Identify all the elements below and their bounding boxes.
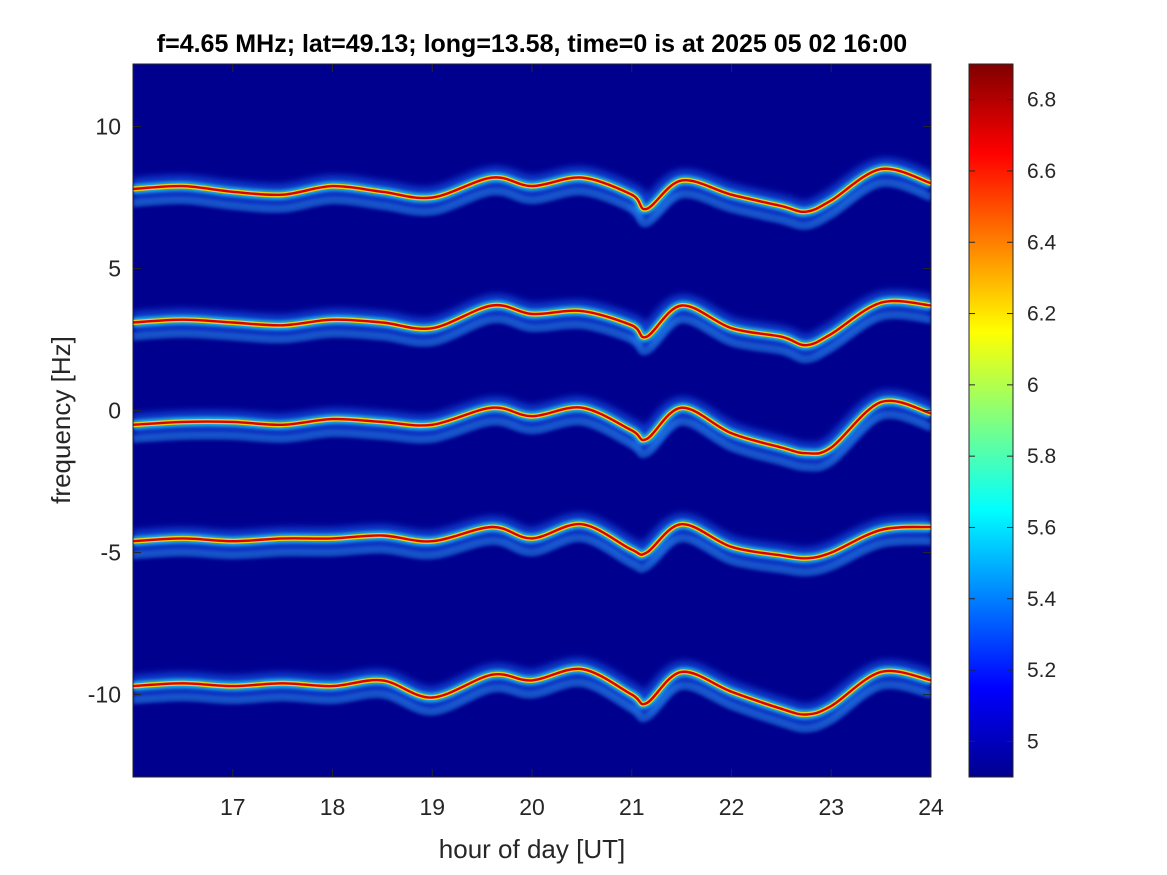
- colorbar-tick-label: 6: [1027, 374, 1039, 397]
- colorbar-tick-label: 5.4: [1027, 588, 1057, 611]
- x-tick-label: 22: [719, 794, 745, 820]
- x-tick-label: 19: [419, 794, 445, 820]
- trace-core: [133, 299, 931, 347]
- x-tick-label: 17: [220, 794, 246, 820]
- trace-echo: [133, 411, 931, 472]
- colorbar-tick-label: 6.8: [1027, 89, 1056, 112]
- trace-echo: [133, 311, 931, 364]
- trace-core: [133, 522, 931, 560]
- y-axis-title: frequency [Hz]: [46, 336, 76, 504]
- colorbar-ticks: 6.8 6.6 6.4 6.2 6 5.8 5.6 5.4 5.2 5: [969, 89, 1057, 753]
- y-tick-label: 10: [95, 113, 121, 139]
- colorbar-tick-label: 6.6: [1027, 160, 1056, 183]
- trace-1: [133, 290, 931, 364]
- colorbar-tick-label: 6.4: [1027, 231, 1057, 254]
- colorbar-tick-label: 5.8: [1027, 445, 1056, 468]
- y-tick-label: -10: [88, 682, 121, 708]
- y-tick-label: 5: [108, 256, 121, 282]
- colorbar-tick-label: 5.2: [1027, 659, 1056, 682]
- trace-echo: [133, 679, 931, 733]
- y-tick-label: -5: [101, 540, 121, 566]
- trace-4: [133, 657, 931, 733]
- colorbar-tick-label: 5.6: [1027, 516, 1056, 539]
- trace-core: [133, 399, 931, 455]
- trace-3: [133, 513, 931, 577]
- x-tick-label: 21: [619, 794, 645, 820]
- y-tick-label: 0: [108, 398, 121, 424]
- colorbar-tick-label: 5: [1027, 730, 1039, 753]
- x-axis-title: hour of day [UT]: [439, 834, 625, 864]
- x-tick-label: 23: [818, 794, 844, 820]
- trace-core: [133, 667, 931, 716]
- trace-echo: [133, 534, 931, 577]
- colorbar: [968, 63, 1014, 778]
- trace-2: [133, 389, 931, 472]
- trace-echo: [133, 179, 931, 231]
- x-axis-ticks: 17 18 19 20 21 22 23 24: [220, 64, 944, 820]
- chart-title: f=4.65 MHz; lat=49.13; long=13.58, time=…: [157, 30, 907, 58]
- colorbar-tick-label: 6.2: [1027, 303, 1056, 326]
- y-axis-ticks: 10 5 0 -5 -10: [88, 113, 931, 708]
- x-tick-label: 20: [519, 794, 545, 820]
- spectral-traces: [133, 157, 931, 733]
- trace-0: [133, 157, 931, 231]
- x-tick-label: 18: [320, 794, 346, 820]
- x-tick-label: 24: [918, 794, 944, 820]
- trace-core: [133, 167, 931, 214]
